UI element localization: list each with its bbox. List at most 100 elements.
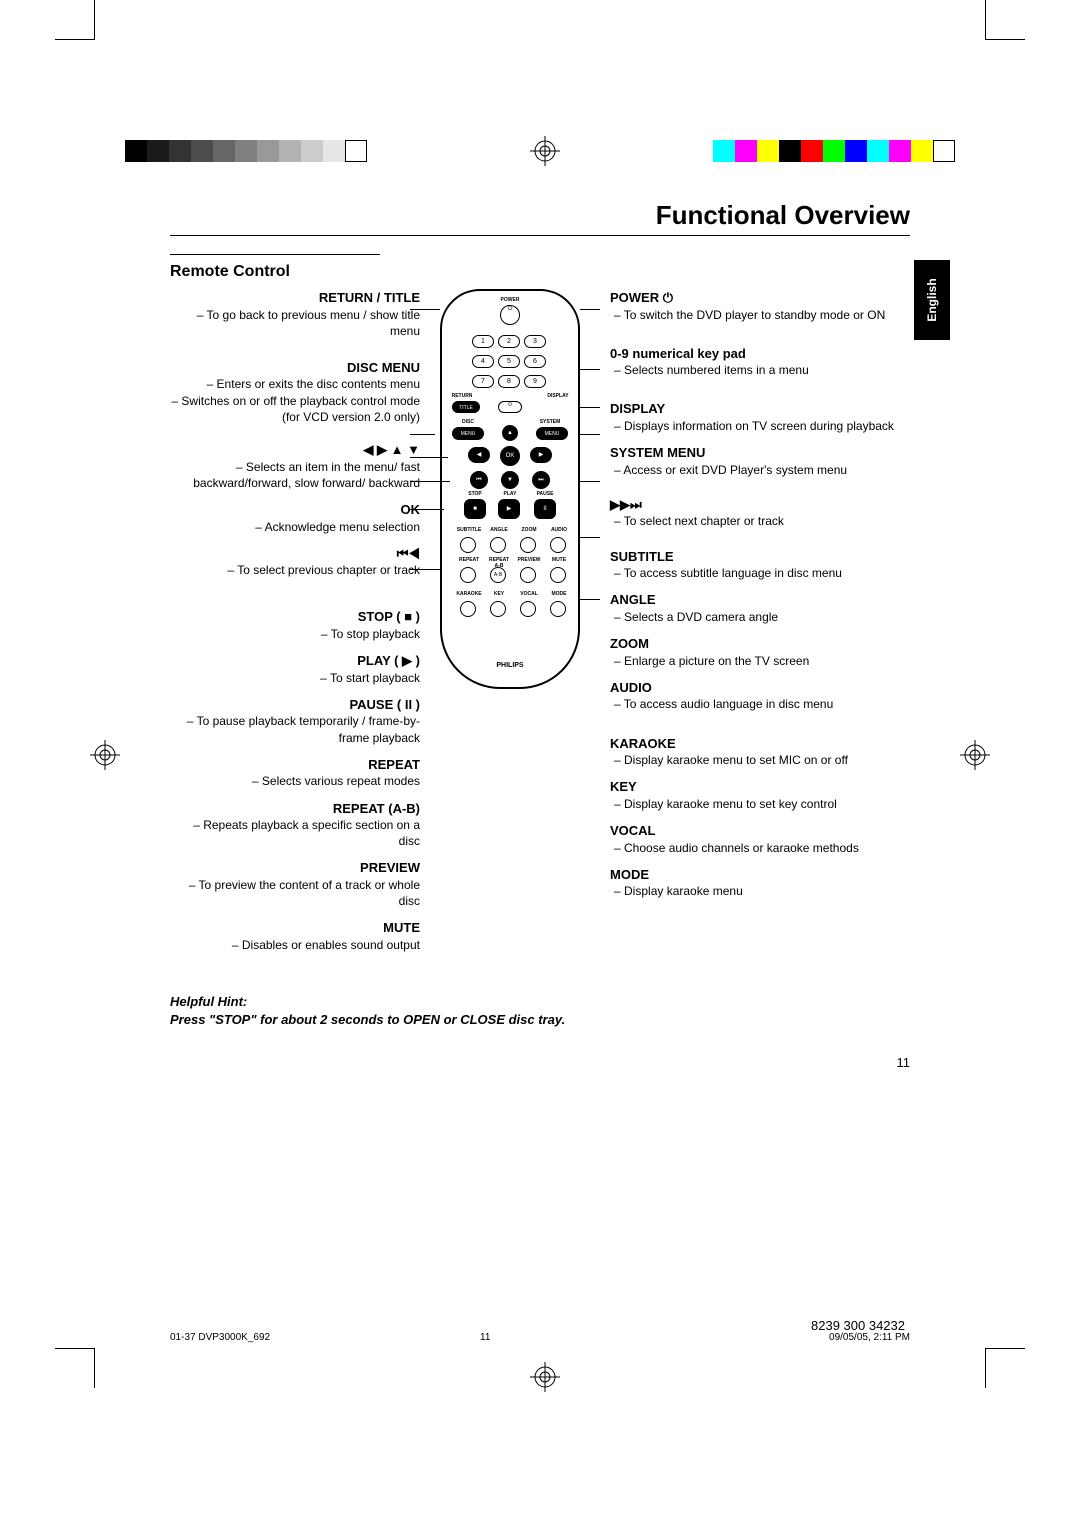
item-heading: POWER ⏻ [610,289,900,307]
footer-mid: 11 [480,1332,490,1343]
left-item: ⏮◀– To select previous chapter or track [170,545,420,579]
left-item: PAUSE ( II )– To pause playback temporar… [170,696,420,746]
small-button [460,537,476,553]
crop-mark [985,1348,1025,1388]
section-heading: Remote Control [170,254,380,281]
left-item: REPEAT– Selects various repeat modes [170,756,420,790]
numpad-button: 3 [524,335,546,348]
small-button [460,601,476,617]
lead-line [410,457,448,458]
item-desc: Selects numbered items in a menu [610,362,900,378]
return-label: RETURN [448,393,476,399]
button-label: ZOOM [514,527,544,533]
lead-line [410,434,435,435]
item-heading: SUBTITLE [610,548,900,566]
item-heading: REPEAT [170,756,420,774]
right-item: MODEDisplay karaoke menu [610,866,900,900]
button-label: SUBTITLE [454,527,484,533]
right-column: POWER ⏻To switch the DVD player to stand… [600,289,900,963]
brand-label: PHILIPS [488,662,532,669]
left-item: RETURN / TITLE– To go back to previous m… [170,289,420,339]
lead-line [580,434,600,435]
button-label: MODE [544,591,574,597]
left-column: RETURN / TITLE– To go back to previous m… [170,289,420,963]
code-number: 8239 300 34232 [811,1318,905,1333]
button-label: REPEAT [454,557,484,563]
left-item: OK– Acknowledge menu selection [170,501,420,535]
crop-mark [985,0,1025,40]
title-button: TITLE [452,401,480,413]
item-heading: PAUSE ( II ) [170,696,420,714]
item-desc: – To select previous chapter or track [170,562,420,578]
lead-line [410,569,440,570]
left-button-icon: ◀ [468,447,490,463]
item-desc: Choose audio channels or karaoke methods [610,840,900,856]
button-label: VOCAL [514,591,544,597]
item-heading: RETURN / TITLE [170,289,420,307]
pause-label: PAUSE [532,491,558,497]
item-heading: DISC MENU [170,359,420,377]
numpad-button: 5 [498,355,520,368]
left-item: REPEAT (A-B)– Repeats playback a specifi… [170,800,420,850]
item-desc: – To pause playback temporarily / frame-… [170,713,420,745]
numpad-button: 4 [472,355,494,368]
item-desc: – Disables or enables sound output [170,937,420,953]
numpad-button: 1 [472,335,494,348]
item-heading: SYSTEM MENU [610,444,900,462]
stop-label: STOP [464,491,486,497]
small-button [520,537,536,553]
registration-mark-icon [960,740,990,770]
pause-button-icon: II [534,499,556,519]
language-tab: English [914,260,950,340]
zero-button: 0 [498,401,522,413]
page: English Functional Overview Remote Contr… [0,0,1080,1528]
item-heading: PLAY ( ▶ ) [170,652,420,670]
lead-line [580,407,600,408]
remote-diagram: POWER ⏻ 123456789 RETURN DISPLAY TITLE 0… [420,289,600,963]
small-button [490,601,506,617]
language-tab-label: English [925,278,939,321]
system-menu-button: MENU [536,427,568,440]
color-swatches [713,140,955,162]
registration-mark-icon [90,740,120,770]
left-item: DISC MENU– Enters or exits the disc cont… [170,359,420,425]
crop-mark [55,0,95,40]
item-desc: – Selects various repeat modes [170,773,420,789]
lead-line [580,537,600,538]
lead-line [410,509,444,510]
item-desc: – To stop playback [170,626,420,642]
hint-label: Helpful Hint: [170,994,247,1009]
item-desc: – To go back to previous menu / show tit… [170,307,420,339]
lead-line [410,309,440,310]
next-button-icon: ⏭ [532,471,550,489]
stop-button-icon: ■ [464,499,486,519]
item-desc: Enlarge a picture on the TV screen [610,653,900,669]
numpad-button: 6 [524,355,546,368]
registration-mark-icon [530,136,560,166]
small-button [520,567,536,583]
numpad-button: 8 [498,375,520,388]
footer-right: 09/05/05, 2:11 PM [829,1332,910,1343]
item-desc: Selects a DVD camera angle [610,609,900,625]
item-desc: – Repeats playback a specific section on… [170,817,420,849]
footer-left: 01-37 DVP3000K_692 [170,1332,270,1343]
right-item: ANGLESelects a DVD camera angle [610,591,900,625]
numpad-button: 2 [498,335,520,348]
lead-line [580,599,600,600]
button-label: MUTE [544,557,574,563]
right-item: KARAOKEDisplay karaoke menu to set MIC o… [610,735,900,769]
power-label: POWER [495,297,525,303]
helpful-hint: Helpful Hint: Press "STOP" for about 2 s… [170,993,910,1029]
right-item: SUBTITLETo access subtitle language in d… [610,548,900,582]
item-heading: ZOOM [610,635,900,653]
item-heading: STOP ( ■ ) [170,608,420,626]
item-desc: To access subtitle language in disc menu [610,565,900,581]
button-label: PREVIEW [514,557,544,563]
left-item: STOP ( ■ )– To stop playback [170,608,420,642]
lead-line [580,369,600,370]
power-button-icon: ⏻ [500,305,520,325]
item-desc: Displays information on TV screen during… [610,418,900,434]
item-heading: KEY [610,778,900,796]
item-heading: 0-9 numerical key pad [610,345,900,363]
page-title: Functional Overview [170,200,910,236]
